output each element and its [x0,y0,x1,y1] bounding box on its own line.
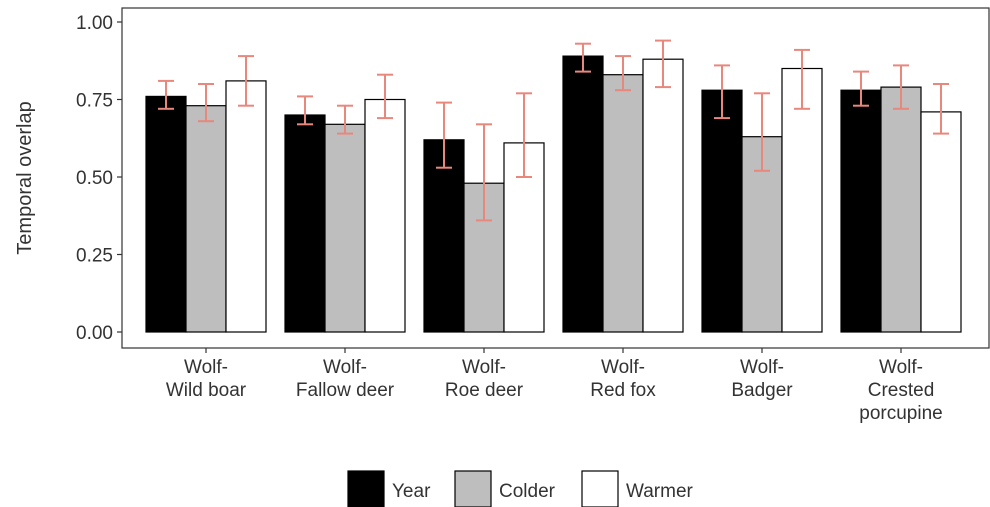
error-bar-year-3 [575,42,591,73]
legend-label: Year [392,481,431,502]
error-bar-year-4 [714,64,730,120]
y-tick-label: 0.25 [76,246,113,267]
x-tick-label: Wolf-Fallow deer [296,357,395,401]
bar-warmer-0 [225,80,267,333]
x-tick-label: Wolf-Wild boar [166,357,247,401]
bar-colder-0 [185,105,227,333]
error-bar-warmer-4 [794,48,810,110]
legend-item-colder: Colder [454,470,556,507]
bar-colder-5 [880,86,922,333]
legend-swatch [347,470,385,507]
y-tick-label: 0.00 [76,323,113,344]
legend: Year Colder Warmer [347,470,694,507]
error-bar-warmer-5 [933,83,949,135]
error-bar-colder-4 [754,92,770,172]
bar-year-5 [840,89,882,333]
legend-swatch [454,470,492,507]
error-bar-year-0 [158,79,174,110]
error-bar-year-5 [853,70,869,107]
legend-label: Colder [499,481,556,502]
bar-colder-1 [324,123,366,333]
legend-swatch [581,470,619,507]
bar-colder-3 [602,74,644,333]
y-tick-label: 0.75 [76,91,113,112]
error-bar-colder-0 [198,83,214,123]
error-bar-year-1 [297,95,313,126]
y-tick-label: 1.00 [76,13,113,34]
legend-item-warmer: Warmer [581,470,694,507]
plot-panel-border [121,7,990,349]
error-bar-colder-2 [476,123,492,222]
bar-warmer-4 [781,67,823,333]
x-tick-label: Wolf-Roe deer [445,357,524,401]
bar-year-3 [562,55,604,333]
error-bar-warmer-3 [655,39,671,89]
y-tick-label: 0.50 [76,168,113,189]
y-axis: 0.00 0.25 0.50 0.75 1.00 [76,13,122,344]
bar-warmer-1 [364,98,406,333]
error-bar-warmer-1 [377,73,393,120]
legend-label: Warmer [626,481,694,502]
errorbars-layer [158,39,949,222]
bar-warmer-3 [642,58,684,333]
error-bar-colder-1 [337,104,353,135]
x-tick-label: Wolf-Badger [731,357,793,401]
y-axis-label: Temporal overlap [14,101,36,254]
bar-year-1 [284,114,326,333]
error-bar-year-2 [436,101,452,169]
error-bar-warmer-0 [238,55,254,107]
bar-year-0 [145,95,187,333]
error-bar-colder-5 [893,64,909,110]
legend-item-year: Year [347,470,431,507]
x-axis: Wolf-Wild boar Wolf-Fallow deer Wolf-Roe d… [166,348,943,424]
x-tick-label: Wolf-Crested porcupine [859,357,942,424]
bar-warmer-5 [920,111,962,333]
error-bar-colder-3 [615,55,631,92]
bar-year-4 [701,89,743,333]
x-tick-label: Wolf-Red fox [590,357,656,401]
error-bar-warmer-2 [516,92,532,178]
